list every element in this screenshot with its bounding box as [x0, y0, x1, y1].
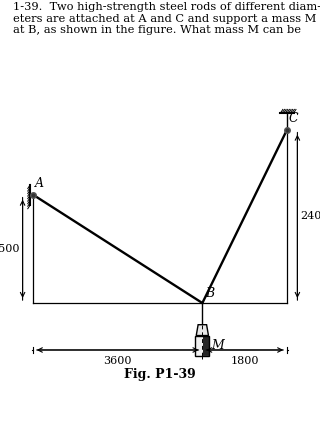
Text: A: A — [35, 177, 44, 190]
Text: B: B — [205, 287, 214, 300]
Text: 1-39.  Two high-strength steel rods of different diam-
eters are attached at A a: 1-39. Two high-strength steel rods of di… — [13, 2, 320, 35]
Polygon shape — [196, 325, 208, 336]
Bar — [195, 336, 209, 356]
Text: Fig. P1-39: Fig. P1-39 — [124, 368, 196, 381]
Text: 1800: 1800 — [230, 356, 259, 366]
Text: 3600: 3600 — [103, 356, 132, 366]
Text: M: M — [211, 339, 224, 352]
Text: 2400: 2400 — [300, 211, 320, 221]
Text: C: C — [289, 112, 298, 125]
Text: 1500: 1500 — [0, 244, 20, 254]
